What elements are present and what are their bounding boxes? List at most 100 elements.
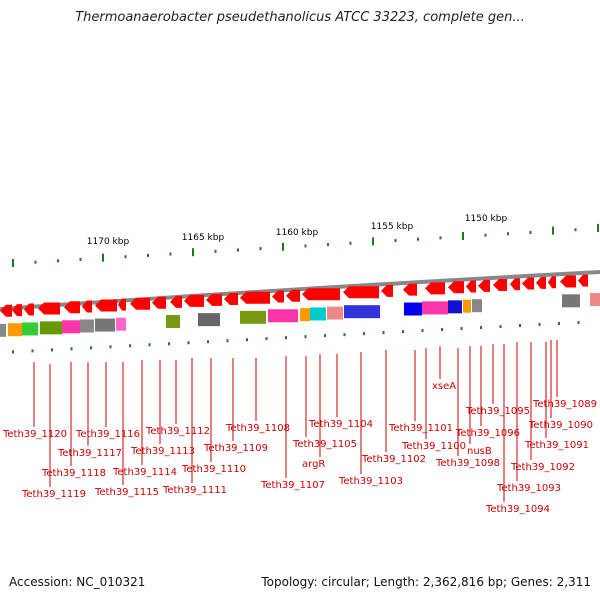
gene-feature-block — [22, 322, 38, 336]
gene-feature-block — [404, 302, 422, 316]
gene-arrow — [466, 280, 476, 293]
scale-tick — [57, 259, 59, 263]
genome-backbone — [0, 270, 600, 311]
gene-label: Teth39_1091 — [524, 440, 589, 451]
gene-arrow — [381, 284, 393, 297]
track-tick — [31, 349, 34, 353]
gene-arrow — [152, 296, 166, 309]
gene-arrow — [0, 304, 12, 317]
scale-tick — [529, 230, 532, 234]
track-tick — [441, 328, 443, 332]
scale-tick — [304, 244, 307, 248]
gene-feature-block — [166, 315, 180, 329]
track-tick — [343, 333, 346, 337]
gene-arrow — [224, 292, 238, 305]
gene-arrow — [522, 277, 534, 290]
gene-arrow — [560, 275, 576, 288]
track-tick — [109, 345, 112, 349]
gene-arrow — [130, 297, 150, 310]
gene-feature-block — [268, 309, 298, 323]
track-tick — [148, 343, 151, 347]
gene-feature-block — [62, 320, 80, 334]
gene-feature-block — [448, 300, 462, 314]
track-tick — [519, 324, 521, 328]
gene-label: Teth39_1116 — [75, 429, 140, 440]
track-tick — [246, 338, 248, 342]
gene-arrow — [403, 283, 417, 296]
gene-label: Teth39_1107 — [260, 480, 325, 491]
track-tick — [90, 346, 92, 350]
scale-tick — [124, 255, 127, 259]
gene-arrow — [184, 294, 204, 307]
gene-feature-block — [344, 305, 380, 319]
track-tick — [304, 335, 307, 339]
gene-arrow — [24, 303, 34, 316]
gene-arrow — [38, 302, 60, 315]
gene-label: Teth39_1110 — [181, 464, 246, 475]
gene-arrow — [448, 281, 464, 294]
gene-arrow — [425, 282, 445, 295]
track-tick — [226, 339, 229, 343]
scale-tick — [372, 237, 374, 246]
scale-tick — [192, 248, 194, 257]
gene-arrow — [95, 299, 117, 312]
scale-label: 1160 kbp — [276, 228, 319, 238]
gene-arrow — [206, 293, 222, 306]
scale-tick — [327, 243, 329, 247]
gene-arrow — [170, 295, 182, 308]
scale-tick — [439, 236, 442, 240]
scale-tick — [169, 252, 172, 256]
scale-label: 1165 kbp — [182, 233, 225, 243]
gene-label: Teth39_1117 — [57, 448, 122, 459]
gene-label: Teth39_1103 — [338, 476, 403, 487]
gene-label: Teth39_1089 — [532, 399, 597, 410]
gene-feature-block — [300, 308, 310, 322]
scale-label: 1150 kbp — [465, 214, 508, 224]
track-tick — [207, 340, 209, 344]
scale-tick — [102, 253, 104, 262]
track-tick — [168, 342, 170, 346]
gene-label: Teth39_1109 — [203, 443, 268, 454]
scale-tick — [597, 223, 599, 232]
gene-arrow — [82, 300, 92, 313]
gene-label: Teth39_1092 — [510, 462, 575, 473]
gene-label: Teth39_1111 — [162, 485, 227, 496]
track-tick — [421, 329, 424, 333]
gene-label: Teth39_1115 — [94, 487, 159, 498]
scale-tick — [34, 260, 37, 264]
track-tick — [70, 347, 73, 351]
gene-label: Teth39_1112 — [145, 426, 210, 437]
gene-label: Teth39_1090 — [528, 420, 593, 431]
track-tick — [538, 322, 541, 326]
gene-label: Teth39_1100 — [401, 441, 466, 452]
track-tick — [129, 344, 131, 348]
gene-arrow — [548, 276, 556, 289]
gene-feature-block — [472, 299, 482, 313]
track-tick — [324, 334, 326, 338]
gene-arrow — [343, 286, 379, 299]
scale-tick — [12, 259, 14, 267]
gene-label: Teth39_1102 — [361, 454, 426, 465]
gene-feature-block — [95, 318, 115, 332]
scale-tick — [214, 249, 217, 253]
gene-feature-block — [422, 301, 448, 315]
genome-summary-text: Topology: circular; Length: 2,362,816 bp… — [261, 575, 591, 589]
track-tick — [285, 336, 287, 340]
gene-arrow — [240, 291, 270, 304]
gene-label: Teth39_1105 — [292, 439, 357, 450]
gene-feature-block — [80, 319, 94, 333]
scale-label: 1155 kbp — [371, 222, 414, 232]
scale-tick — [552, 226, 554, 235]
accession-text: Accession: NC_010321 — [9, 575, 146, 589]
track-tick — [363, 332, 365, 336]
track-tick — [460, 327, 463, 331]
map-title: Thermoanaerobacter pseudethanolicus ATCC… — [75, 10, 525, 25]
gene-label: Teth39_1101 — [388, 423, 453, 434]
track-tick — [558, 321, 560, 325]
scale-tick — [237, 248, 239, 252]
scale-label: 1170 kbp — [87, 237, 130, 247]
gene-label: Teth39_1098 — [435, 458, 500, 469]
gene-label: Teth39_1118 — [41, 468, 106, 479]
gene-feature-block — [327, 306, 343, 320]
